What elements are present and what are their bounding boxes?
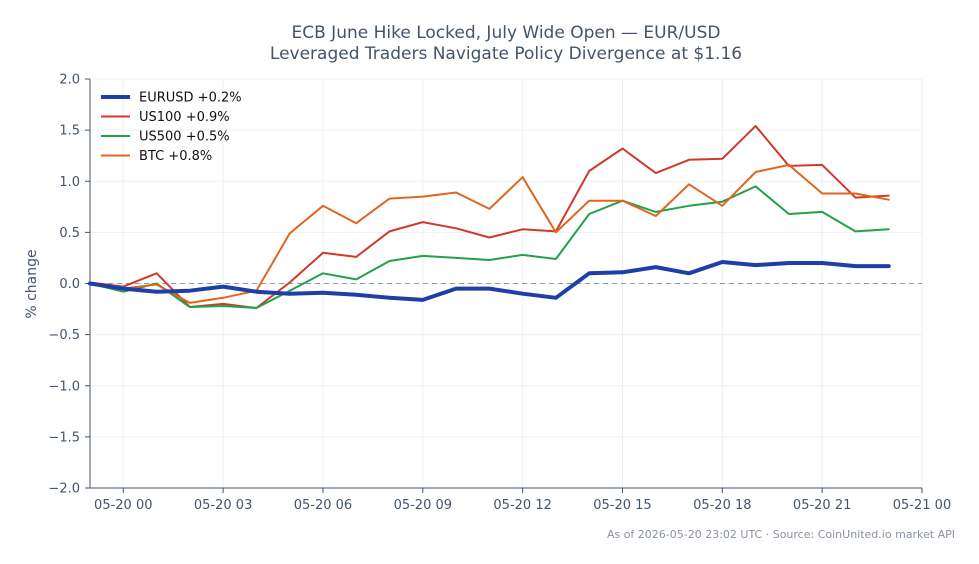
legend-label-btc: BTC +0.8% — [139, 149, 212, 164]
y-tick-label-1: −1.5 — [48, 430, 80, 445]
x-tick-label-6: 05-20 18 — [693, 498, 751, 513]
footer-source: As of 2026-05-20 23:02 UTC · Source: Coi… — [607, 528, 955, 541]
y-tick-label-0: −2.0 — [48, 482, 80, 497]
legend: EURUSD +0.2% US100 +0.9% US500 +0.5% BTC +0… — [101, 91, 242, 164]
x-tick-label-1: 05-20 03 — [194, 498, 252, 513]
x-tick-label-3: 05-20 09 — [394, 498, 452, 513]
y-tick-label-5: 0.5 — [59, 226, 80, 241]
plot-area: −2.0 −1.5 −1.0 −0.5 0.0 0.5 1.0 1.5 2.0 05-20 00 0… — [48, 73, 951, 514]
x-tick-label-4: 05-20 12 — [493, 498, 551, 513]
legend-label-us100: US100 +0.9% — [139, 110, 230, 125]
series-line-btc — [89, 163, 890, 304]
series-line-us100 — [89, 125, 890, 309]
x-tick-label-2: 05-20 06 — [294, 498, 352, 513]
y-tick-label-6: 1.0 — [59, 175, 80, 190]
x-tick-label-5: 05-20 15 — [593, 498, 651, 513]
x-tick-label-8: 05-21 00 — [893, 498, 951, 513]
y-tick-label-8: 2.0 — [59, 73, 80, 88]
chart-title-line-1: ECB June Hike Locked, July Wide Open — E… — [292, 23, 721, 43]
y-axis-label: % change — [24, 249, 40, 318]
chart-title-line-2: Leveraged Traders Navigate Policy Diverg… — [270, 44, 742, 64]
legend-label-eurusd: EURUSD +0.2% — [139, 91, 242, 106]
y-tick-label-4: 0.0 — [59, 277, 80, 292]
y-tick-label-2: −1.0 — [48, 379, 80, 394]
x-tick-label-7: 05-20 21 — [793, 498, 851, 513]
legend-label-us500: US500 +0.5% — [139, 130, 230, 145]
series-line-us500 — [89, 185, 890, 309]
y-tick-label-7: 1.5 — [59, 124, 80, 139]
x-tick-label-0: 05-20 00 — [94, 498, 152, 513]
series-line-eurusd — [88, 260, 891, 302]
y-tick-label-3: −0.5 — [48, 328, 80, 343]
